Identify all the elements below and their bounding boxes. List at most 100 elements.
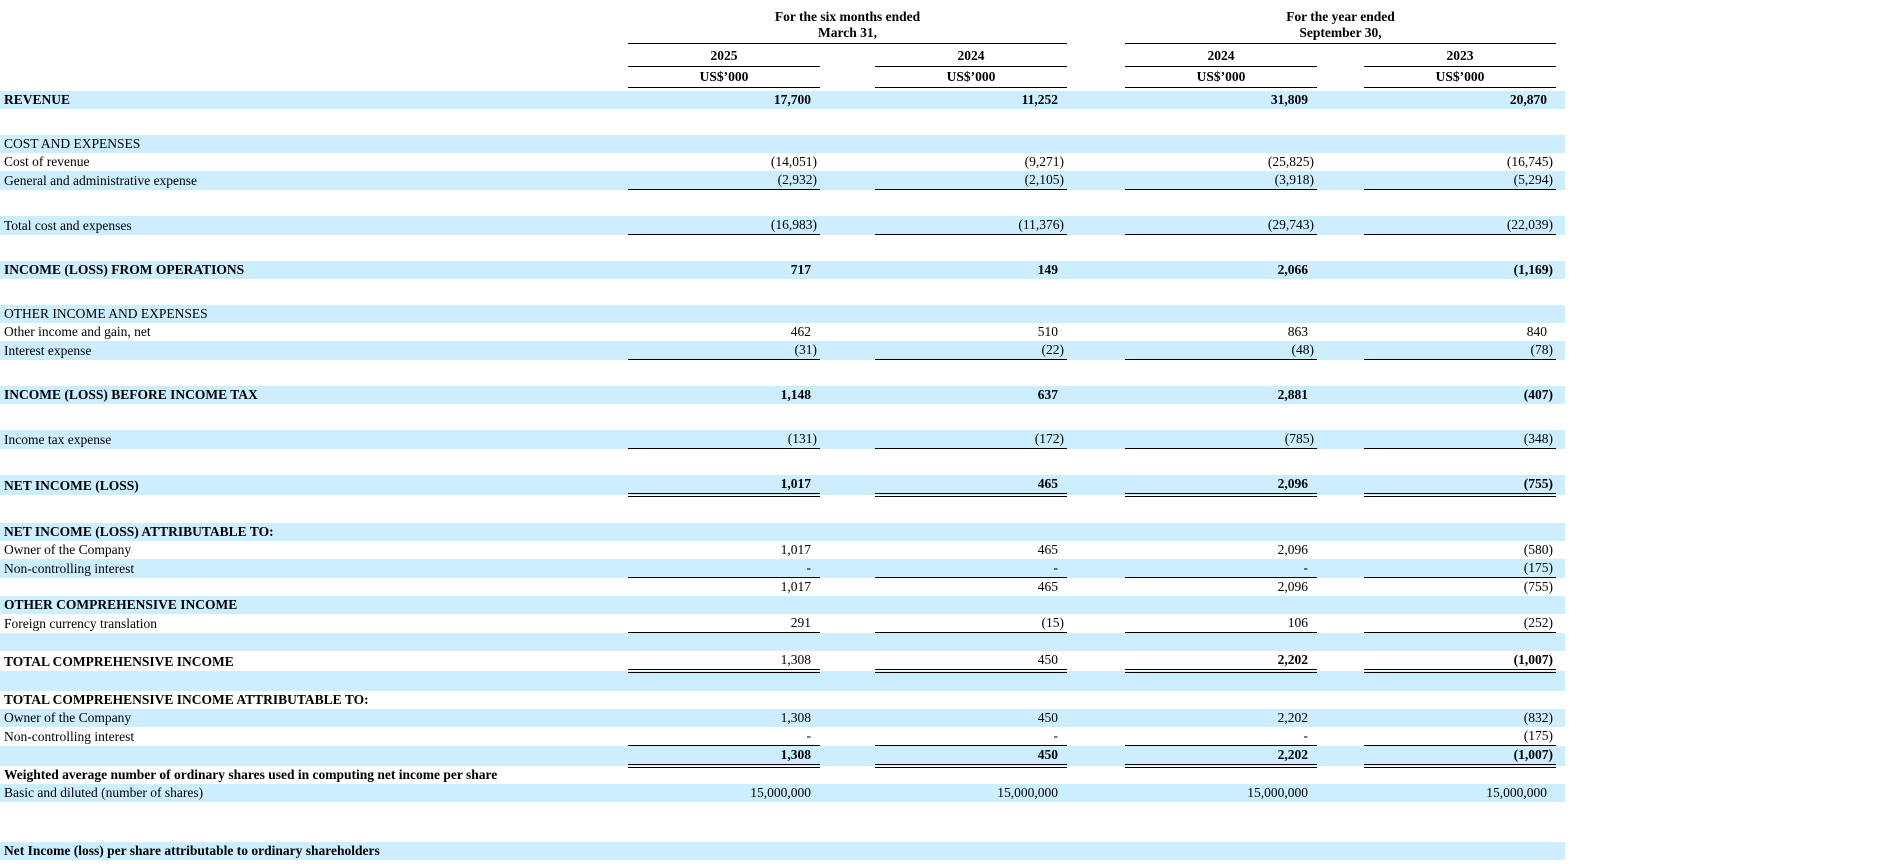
year-header: 2025 xyxy=(628,43,820,67)
trailing-cell xyxy=(1556,727,1565,746)
gap-cell xyxy=(1317,153,1364,171)
value-cell: (580) xyxy=(1523,542,1554,557)
gap-cell xyxy=(820,261,875,279)
value-cell: 863 xyxy=(1287,324,1308,339)
header-gap xyxy=(1067,44,1125,67)
section-row: Weighted average number of ordinary shar… xyxy=(0,766,1565,784)
spacer-cell xyxy=(0,828,1565,842)
value-cell: 462 xyxy=(790,324,811,339)
value-cell: 2,881 xyxy=(1277,387,1308,402)
gap-cell xyxy=(820,475,875,495)
trailing-cell xyxy=(1556,430,1565,449)
row-label: OTHER INCOME AND EXPENSES xyxy=(4,306,208,321)
table-row: Basic and diluted (number of shares) 15,0… xyxy=(0,784,1566,802)
value-cell: 2,202 xyxy=(1277,710,1308,725)
value-cell: (16,745) xyxy=(1506,154,1554,169)
value-cell: - xyxy=(875,727,1067,746)
spacer-row xyxy=(0,495,1565,523)
unit-header: US$’000 xyxy=(1125,66,1317,88)
value-cell: 465 xyxy=(1037,542,1058,557)
gap-cell xyxy=(1067,305,1125,323)
value-cell: (48) xyxy=(1125,341,1317,360)
trailing-cell xyxy=(1556,709,1565,727)
gap-cell xyxy=(1317,596,1364,614)
row-label: COST AND EXPENSES xyxy=(4,136,141,151)
gap-cell xyxy=(1317,216,1364,235)
spacer-row xyxy=(0,828,1565,842)
header-gap xyxy=(1067,67,1125,88)
trailing-cell xyxy=(1556,523,1565,541)
value-cell: (2,932) xyxy=(628,171,820,190)
value-cell: - xyxy=(628,727,820,746)
table-row: NET INCOME (LOSS) 1,017 465 2,096 (755) xyxy=(0,475,1566,497)
gap-cell xyxy=(820,559,875,578)
trailing-cell xyxy=(1556,216,1565,235)
value-cell: (3,918) xyxy=(1125,171,1317,190)
gap-cell xyxy=(1317,386,1364,404)
gap-cell xyxy=(1317,523,1364,541)
trailing-cell xyxy=(1556,171,1565,190)
value-cell: 2,096 xyxy=(1125,475,1317,497)
row-label: Non-controlling interest xyxy=(4,560,135,576)
value-cell: (16,983) xyxy=(628,216,820,235)
row-label: Non-controlling interest xyxy=(4,728,135,744)
spacer-row xyxy=(0,632,1566,651)
value-cell: (2,105) xyxy=(875,171,1067,190)
value-cell: (25,825) xyxy=(1267,154,1314,169)
trailing-cell xyxy=(1556,135,1565,153)
spacer-cell xyxy=(0,404,1565,430)
value-cell xyxy=(1364,135,1556,153)
value-cell: 291 xyxy=(628,614,820,633)
table-row: 1,308 450 2,202 (1,007) xyxy=(0,745,1566,768)
value-cell: 106 xyxy=(1125,614,1317,633)
section-row: NET INCOME (LOSS) ATTRIBUTABLE TO: xyxy=(0,523,1566,541)
row-label: REVENUE xyxy=(4,92,71,107)
gap-cell xyxy=(1317,475,1364,495)
gap-cell xyxy=(820,596,875,614)
value-cell: 20,870 xyxy=(1509,92,1548,107)
row-label: Total cost and expenses xyxy=(4,217,132,233)
trailing-cell xyxy=(1556,614,1565,633)
trailing-cell xyxy=(1556,475,1565,495)
gap-cell xyxy=(820,709,875,727)
col-group-line1: For the year ended xyxy=(1286,9,1395,24)
gap-cell xyxy=(1317,746,1364,767)
spacer-cell xyxy=(0,802,1565,828)
gap-cell xyxy=(820,727,875,746)
value-cell xyxy=(875,523,1067,541)
row-label: NET INCOME (LOSS) xyxy=(4,478,139,493)
value-cell: (175) xyxy=(1364,727,1557,746)
year-header-row: 2025 2024 2024 2023 xyxy=(0,43,1565,67)
table-header: For the six months ended March 31, For the… xyxy=(0,0,1565,91)
value-cell: 2,202 xyxy=(1125,651,1317,673)
trailing-cell xyxy=(1556,559,1565,578)
value-cell: (785) xyxy=(1125,430,1317,449)
value-cell: - xyxy=(1125,727,1317,746)
value-cell: 1,017 xyxy=(780,542,811,557)
value-cell: (11,376) xyxy=(875,216,1067,235)
year-header: 2023 xyxy=(1364,43,1557,67)
value-cell: 1,308 xyxy=(628,651,820,673)
value-cell xyxy=(1364,842,1556,860)
gap-cell xyxy=(820,523,875,541)
gap-cell xyxy=(820,341,875,360)
value-cell: (14,051) xyxy=(770,154,817,169)
gap-cell xyxy=(1317,559,1364,578)
gap-cell xyxy=(820,842,875,860)
header-label-spacer xyxy=(0,0,628,44)
trailing-cell xyxy=(1556,305,1565,323)
value-cell: (22,039) xyxy=(1364,216,1557,235)
trailing-cell xyxy=(1556,578,1565,597)
table-row: 1,017 465 2,096 (755) xyxy=(0,578,1565,597)
row-label: Owner of the Company xyxy=(4,710,132,725)
value-cell xyxy=(875,305,1067,323)
row-label: Net Income (loss) per share attributable… xyxy=(4,843,380,858)
value-cell: 2,096 xyxy=(1277,579,1308,594)
value-cell xyxy=(875,691,1067,709)
value-cell: (31) xyxy=(628,341,820,360)
table-row: Foreign currency translation 291 (15) 106 (2… xyxy=(0,614,1565,633)
value-cell xyxy=(628,523,820,541)
gap-cell xyxy=(820,135,875,153)
